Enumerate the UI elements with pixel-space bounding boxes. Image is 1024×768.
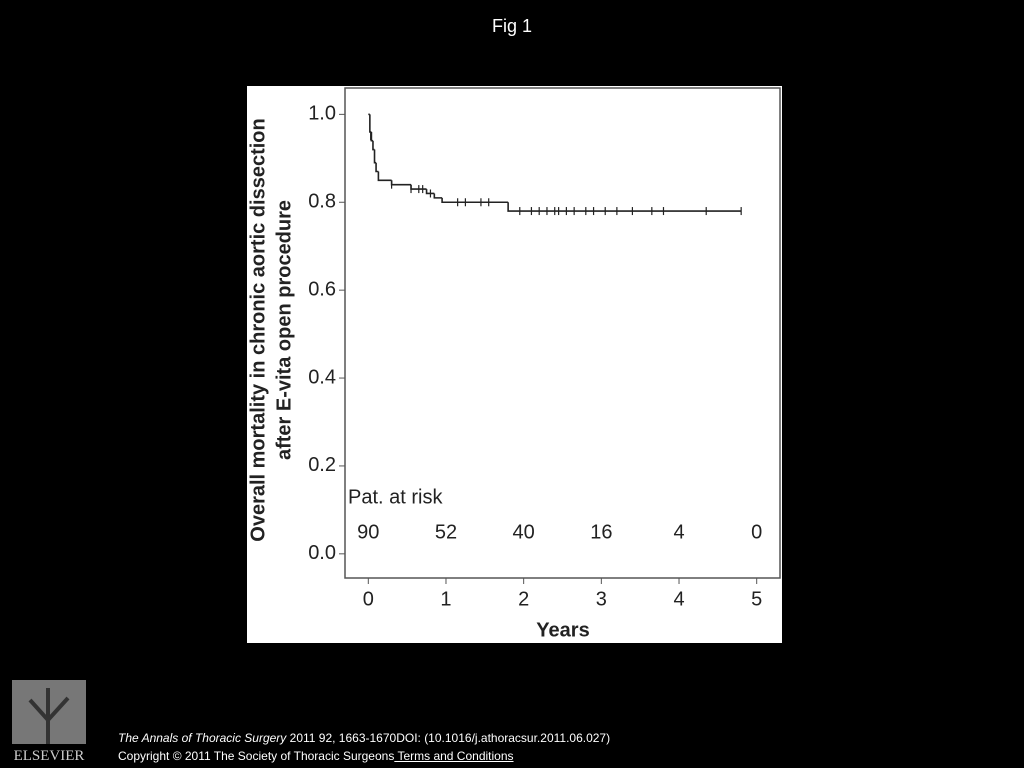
at-risk-count: 90	[357, 521, 379, 543]
y-axis-label: after E-vita open procedure	[273, 200, 295, 460]
y-tick-label: 0.0	[308, 542, 336, 564]
survival-step	[377, 171, 392, 182]
x-tick-label: 4	[673, 588, 684, 610]
x-tick-label: 2	[518, 588, 529, 610]
x-axis-label: Years	[536, 619, 589, 641]
survival-step	[369, 114, 372, 133]
y-axis-label: Overall mortality in chronic aortic diss…	[247, 118, 269, 541]
logo-trunk	[28, 688, 70, 744]
survival-step	[390, 180, 412, 186]
survival-step	[375, 162, 379, 173]
slide-title: Fig 1	[491, 16, 533, 36]
risk-label: Pat. at risk	[348, 486, 443, 508]
survival-step	[373, 149, 377, 164]
publisher-logo: ELSEVIER	[12, 680, 86, 764]
copyright-line: Copyright © 2011 The Society of Thoracic…	[118, 749, 514, 763]
at-risk-count: 16	[590, 521, 612, 543]
survival-step	[372, 140, 375, 151]
chart: Overall mortality in chronic aortic diss…	[247, 86, 782, 643]
at-risk-count: 0	[751, 521, 762, 543]
plot-frame	[344, 87, 781, 579]
x-tick-label: 5	[751, 588, 762, 610]
x-tick-label: 1	[440, 588, 451, 610]
y-tick-label: 1.0	[308, 103, 336, 125]
survival-step	[425, 189, 435, 195]
at-risk-count: 52	[435, 521, 457, 543]
y-tick-label: 0.6	[308, 278, 336, 300]
survival-step	[441, 197, 509, 204]
y-tick-label: 0.2	[308, 454, 336, 476]
x-tick-label: 0	[363, 588, 374, 610]
logo-text: ELSEVIER	[14, 748, 85, 764]
at-risk-count: 40	[513, 521, 535, 543]
survival-step	[370, 131, 373, 142]
citation-text: 2011 92, 1663-1670DOI: (10.1016/j.athora…	[286, 731, 611, 745]
journal: The Annals of Thoracic Surgery	[118, 731, 287, 745]
survival-step	[433, 193, 443, 199]
citation: The Annals of Thoracic Surgery 2011 92, …	[118, 731, 610, 745]
x-tick-label: 3	[596, 588, 607, 610]
y-tick-label: 0.4	[308, 366, 336, 388]
at-risk-count: 4	[673, 521, 684, 543]
copyright: Copyright © 2011 The Society of Thoracic…	[118, 749, 395, 763]
terms-link[interactable]: Terms and Conditions	[394, 749, 514, 763]
y-tick-label: 0.8	[308, 191, 336, 213]
